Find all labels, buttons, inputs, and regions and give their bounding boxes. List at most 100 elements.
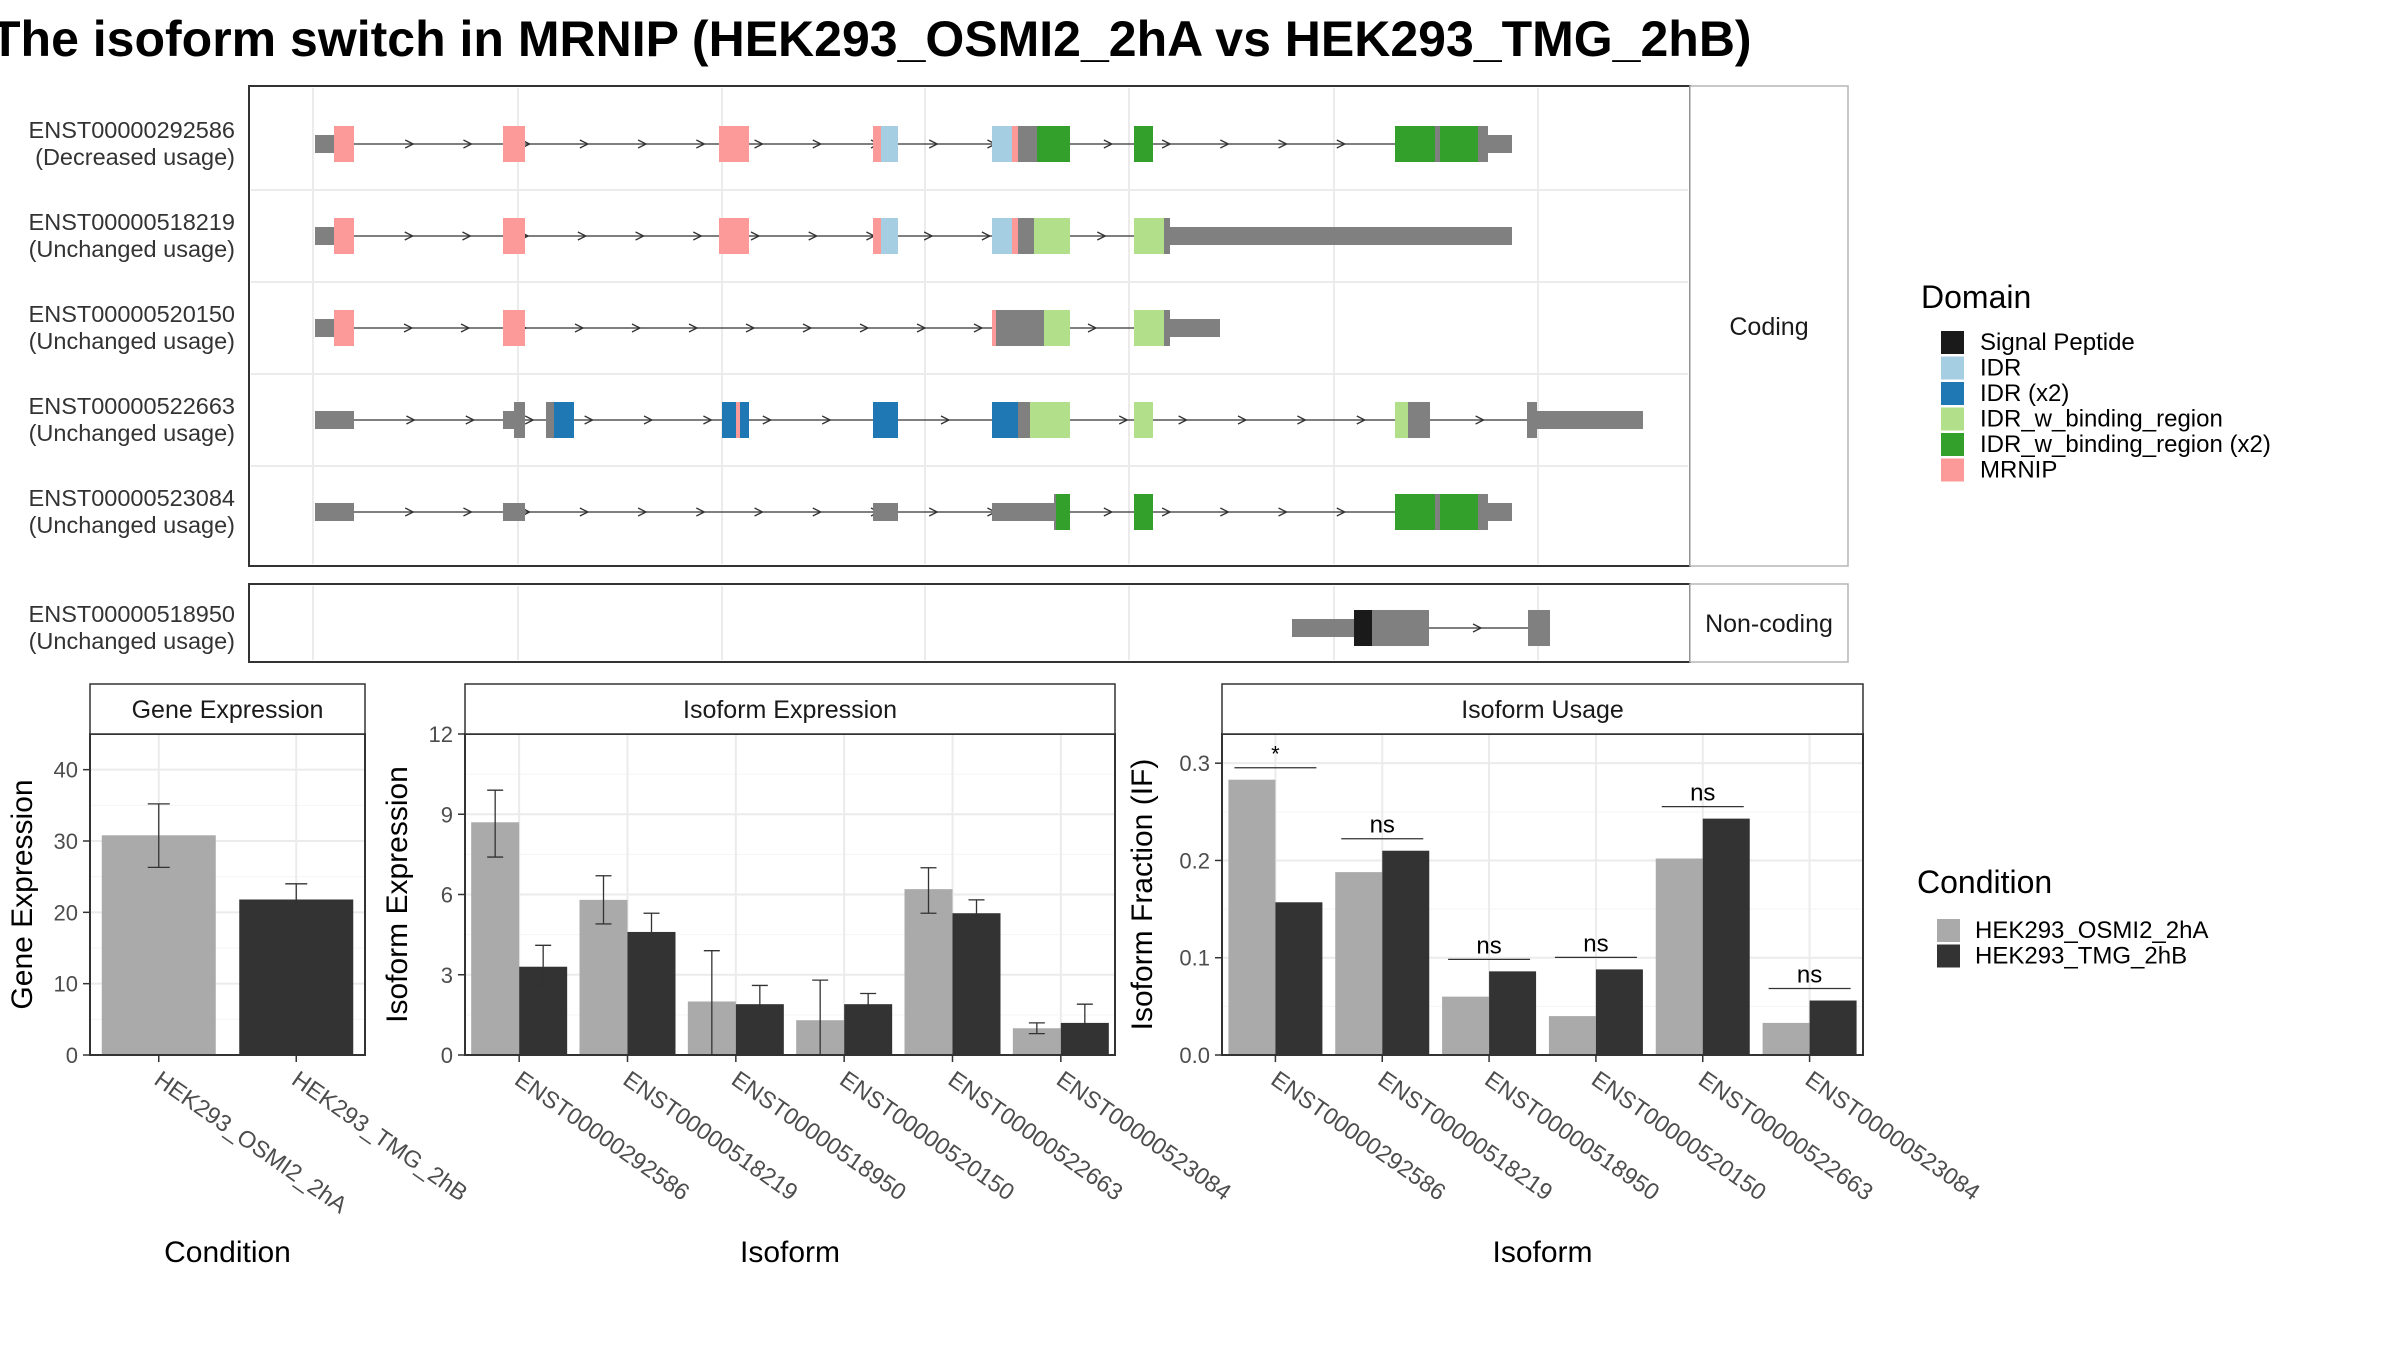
exon-block	[992, 310, 996, 346]
exon-block	[334, 218, 342, 254]
exon-block	[1395, 126, 1435, 162]
bar	[1382, 850, 1430, 1055]
exon-block	[992, 503, 1054, 521]
exon-block	[514, 402, 525, 438]
significance-label: ns	[1690, 780, 1715, 807]
exon-block	[342, 218, 354, 254]
intron-arrow	[635, 231, 646, 241]
intron-arrow	[1278, 507, 1289, 517]
significance-label: ns	[1370, 812, 1395, 839]
y-tick-label: 0.0	[1179, 1043, 1210, 1068]
exon-block	[1030, 402, 1070, 438]
exon-block	[1164, 218, 1170, 254]
exon-block	[1440, 494, 1478, 530]
exon-block	[1395, 402, 1408, 438]
exon-block	[1134, 126, 1153, 162]
intron-arrow	[637, 507, 648, 517]
transcript-row: ENST00000522663(Unchanged usage)	[29, 393, 1643, 446]
transcript-usage-label: (Unchanged usage)	[29, 420, 235, 446]
transcript-usage-label: (Unchanged usage)	[29, 236, 235, 262]
intron-arrow	[462, 231, 472, 241]
intron-arrow	[1297, 415, 1307, 425]
transcript-id-label: ENST00000520150	[29, 301, 235, 327]
domain-legend-swatch	[1941, 331, 1964, 354]
intron-arrow	[1103, 139, 1114, 149]
exon-block	[546, 402, 554, 438]
transcript-id-label: ENST00000292586	[29, 117, 235, 143]
intron-arrow	[745, 323, 756, 333]
significance-label: ns	[1583, 930, 1608, 957]
intron-arrow	[754, 507, 765, 517]
domain-legend-swatch	[1941, 382, 1964, 405]
exon-block	[503, 503, 525, 521]
exon-block	[334, 310, 342, 346]
exon-block	[881, 126, 898, 162]
bar	[1595, 969, 1643, 1055]
exon-block	[342, 310, 354, 346]
y-tick-label: 0.2	[1179, 848, 1210, 873]
domain-legend-swatch	[1941, 433, 1964, 456]
domain-legend-label: MRNIP	[1980, 457, 2057, 484]
exon-block	[1164, 310, 1170, 346]
intron-arrow	[1178, 415, 1189, 425]
coding-panel-frame	[248, 85, 1691, 567]
bar	[1655, 858, 1703, 1055]
facet-strip	[1221, 683, 1864, 735]
exon-block	[719, 218, 749, 254]
x-axis-label: Condition	[164, 1236, 291, 1269]
transcript-usage-label: (Unchanged usage)	[29, 628, 235, 654]
exon-block	[1037, 126, 1070, 162]
bar	[1762, 1022, 1810, 1055]
intron-arrow	[1118, 415, 1129, 425]
intron-arrow	[404, 139, 415, 149]
intron-arrow	[1472, 623, 1483, 633]
chart-title: Gene Expression	[132, 696, 324, 724]
exon-block	[1134, 218, 1164, 254]
domain-legend-swatch	[1941, 458, 1964, 482]
intron-arrow	[1237, 415, 1248, 425]
intron-arrow	[1161, 139, 1172, 149]
bar	[239, 899, 354, 1055]
y-axis-label: Gene Expression	[6, 779, 39, 1009]
exon-block	[334, 126, 342, 162]
bar	[1275, 902, 1323, 1055]
domain-legend-label: IDR_w_binding_region (x2)	[1980, 431, 2271, 458]
coding-strip	[1689, 85, 1849, 567]
exon-block	[873, 402, 898, 438]
y-axis-label: Isoform Expression	[381, 766, 414, 1023]
bar	[1228, 779, 1276, 1055]
exon-block	[1018, 402, 1030, 438]
intron-arrow	[577, 231, 588, 241]
y-tick-label: 0.1	[1179, 946, 1210, 971]
exon-block	[1408, 402, 1430, 438]
bar	[1442, 996, 1490, 1055]
intron-arrow	[821, 415, 832, 425]
intron-arrow	[750, 231, 761, 241]
intron-arrow	[631, 323, 642, 333]
chart-title: Isoform Usage	[1461, 696, 1624, 724]
intron-arrow	[1220, 139, 1230, 149]
exon-block	[342, 126, 354, 162]
condition-legend-swatch	[1937, 919, 1960, 942]
intron-arrow	[463, 507, 473, 517]
intron-arrow	[812, 507, 823, 517]
exon-block	[1018, 218, 1034, 254]
coding-panel-grid	[251, 88, 1688, 564]
x-axis-label: Isoform	[1492, 1236, 1592, 1269]
exon-block	[315, 411, 354, 429]
intron-arrow	[1336, 139, 1347, 149]
intron-arrow	[643, 415, 654, 425]
exon-block	[719, 126, 749, 162]
y-tick-label: 0	[66, 1043, 78, 1068]
intron-arrow	[1161, 507, 1172, 517]
transcript-id-label: ENST00000523084	[29, 485, 235, 511]
transcript-row: ENST00000523084(Unchanged usage)	[29, 485, 1512, 538]
domain-legend-label: IDR_w_binding_region	[1980, 406, 2223, 433]
intron-arrow	[981, 231, 992, 241]
bar	[1489, 971, 1537, 1055]
condition-legend-label: HEK293_OSMI2_2hA	[1975, 917, 2208, 944]
transcript-row: ENST00000292586(Decreased usage)	[29, 117, 1512, 170]
intron-arrow	[1096, 231, 1107, 241]
intron-arrow	[579, 139, 590, 149]
